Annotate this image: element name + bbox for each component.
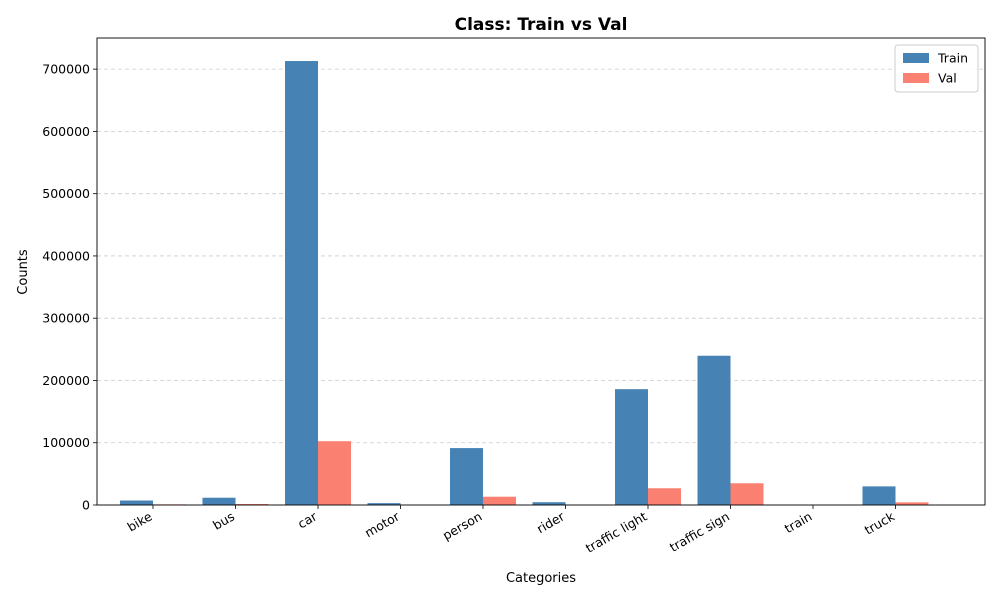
x-tick-label: train <box>782 509 815 537</box>
y-tick-label: 600000 <box>42 124 90 139</box>
grid-lines <box>97 68 985 506</box>
y-axis-label: Counts <box>16 249 31 295</box>
y-tick-label: 0 <box>82 498 90 513</box>
bar-train-bus <box>202 497 236 505</box>
x-tick-label: bus <box>210 509 237 533</box>
x-tick-label: traffic light <box>583 509 650 556</box>
x-tick-label: bike <box>125 508 155 534</box>
bar-val-car <box>318 441 351 505</box>
bar-train-person <box>450 448 483 505</box>
x-tick-label: traffic sign <box>667 509 732 555</box>
bar-val-bus <box>235 504 269 505</box>
y-tick-label: 500000 <box>42 186 90 201</box>
legend-swatch-train <box>903 53 929 63</box>
y-axis-ticks: 0 100000 200000 300000 400000 500000 600000 700… <box>42 62 97 513</box>
legend-label-val: Val <box>938 71 957 86</box>
bar-train-traffic-sign <box>697 355 731 505</box>
x-tick-label: person <box>440 509 485 543</box>
bar-val-traffic-sign <box>730 483 764 505</box>
bar-val-person <box>483 496 516 505</box>
legend: Train Val <box>894 44 979 93</box>
y-tick-label: 200000 <box>42 373 90 388</box>
y-tick-label: 100000 <box>42 435 90 450</box>
x-tick-label: motor <box>362 508 403 540</box>
bar-train-motor <box>367 503 401 505</box>
y-tick-label: 400000 <box>42 248 90 263</box>
legend-label-train: Train <box>937 51 968 66</box>
x-tick-label: car <box>295 508 320 531</box>
x-tick-label: truck <box>862 508 898 537</box>
x-axis-label: Categories <box>506 571 576 586</box>
bar-train-bike <box>120 500 153 505</box>
bar-train-car <box>285 61 318 505</box>
axes <box>96 37 986 506</box>
chart-title: Class: Train vs Val <box>455 15 628 35</box>
bar-train-truck <box>862 486 896 505</box>
x-axis-ticks: bike bus car motor person rider traffic light t… <box>125 505 898 556</box>
bar-train-traffic-light <box>615 389 648 505</box>
plot-frame <box>96 37 986 506</box>
bar-val-traffic-light <box>648 488 681 505</box>
legend-swatch-val <box>903 73 929 83</box>
bars <box>120 61 929 505</box>
x-tick-label: rider <box>534 508 568 536</box>
bar-val-truck <box>895 502 929 505</box>
y-tick-label: 700000 <box>42 62 90 77</box>
y-tick-label: 300000 <box>42 311 90 326</box>
bar-train-rider <box>532 502 566 505</box>
